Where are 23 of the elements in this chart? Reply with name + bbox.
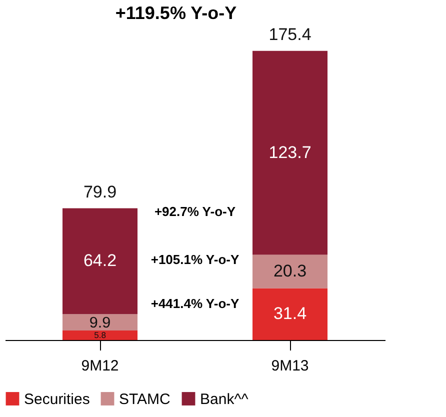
bar xyxy=(252,50,328,255)
annotation: +105.1% Y-o-Y xyxy=(150,252,240,267)
data-label: 5.8 xyxy=(94,330,106,340)
text: +119.5% Y-o-Y xyxy=(115,3,237,23)
bar xyxy=(252,254,328,288)
bar xyxy=(62,208,138,314)
total-label: 175.4 xyxy=(268,24,312,44)
data-label: 9.9 xyxy=(89,314,111,332)
x-tick-label: 9M13 xyxy=(271,358,309,374)
legend-label: STAMC xyxy=(119,390,171,408)
data-label: 64.2 xyxy=(83,251,117,270)
bar xyxy=(252,288,328,340)
legend-label: Bank^^ xyxy=(200,390,248,408)
data-label: 123.7 xyxy=(268,142,312,162)
bar xyxy=(62,314,138,330)
data-label: 20.3 xyxy=(273,262,307,281)
total-label: 79.9 xyxy=(83,182,117,202)
annotation: +92.7% Y-o-Y xyxy=(154,204,236,219)
bar xyxy=(62,330,138,340)
data-label: 31.4 xyxy=(273,304,307,324)
x-tick-label: 9M12 xyxy=(81,358,119,374)
legend-label: Securities xyxy=(24,390,90,408)
annotation: +441.4% Y-o-Y xyxy=(150,296,240,311)
